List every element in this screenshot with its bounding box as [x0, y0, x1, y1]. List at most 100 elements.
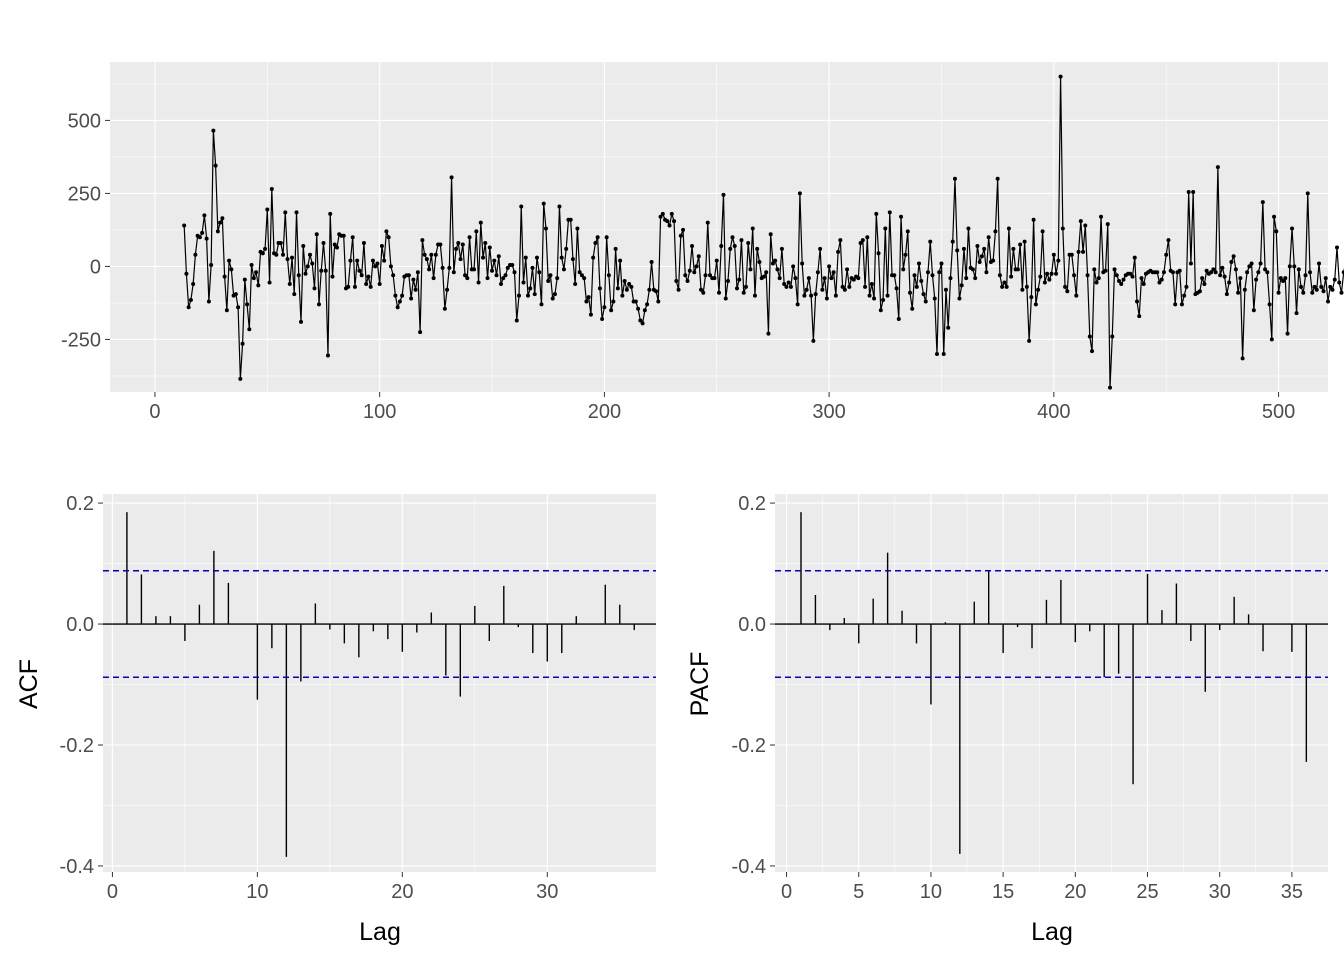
ts-data-point [658, 214, 663, 219]
ts-data-point [191, 281, 196, 286]
ts-data-point [218, 220, 223, 225]
ts-data-point [310, 261, 315, 266]
ts-data-point [375, 261, 380, 266]
ts-data-point [503, 273, 508, 278]
acf-x-axis-title: Lag [359, 918, 401, 946]
ts-panel-background [110, 62, 1328, 392]
ts-data-point [249, 262, 254, 267]
ts-data-point [321, 241, 326, 246]
ts-data-point [820, 287, 825, 292]
ts-data-point [1074, 293, 1079, 298]
ts-data-point [1049, 271, 1054, 276]
ts-data-point [539, 302, 544, 307]
ts-data-point [1301, 290, 1306, 295]
ts-data-point [211, 128, 216, 133]
ts-data-point [714, 258, 719, 263]
ts-data-point [696, 254, 701, 259]
ts-data-point [914, 284, 919, 289]
ts-data-point [242, 277, 247, 282]
ts-data-point [1018, 242, 1023, 247]
ts-data-point [573, 281, 578, 286]
ts-data-point [1040, 229, 1045, 234]
ts-data-point [361, 241, 366, 246]
ts-data-point [1285, 331, 1290, 336]
pacf-y-tick-label: -0.4 [732, 856, 766, 878]
ts-data-point [1166, 238, 1171, 243]
ts-data-point [620, 293, 625, 298]
ts-data-point [215, 229, 220, 234]
ts-data-point [793, 276, 798, 281]
ts-data-point [1251, 308, 1256, 313]
ts-data-point [1038, 274, 1043, 279]
ts-data-point [420, 238, 425, 243]
ts-data-point [373, 264, 378, 269]
ts-data-point [1341, 270, 1344, 275]
ts-data-point [1256, 270, 1261, 275]
ts-x-tick-label: 500 [1262, 401, 1295, 423]
ts-data-point [222, 274, 227, 279]
ts-data-point [447, 265, 452, 270]
ts-data-point [755, 246, 760, 251]
ts-data-point [1076, 249, 1081, 254]
ts-data-point [377, 281, 382, 286]
ts-data-point [490, 268, 495, 273]
ts-data-point [186, 305, 191, 310]
ts-data-point [997, 273, 1002, 278]
ts-data-point [238, 376, 243, 381]
ts-data-point [274, 252, 279, 257]
ts-data-point [672, 219, 677, 224]
ts-data-point [683, 273, 688, 278]
ts-data-point [564, 246, 569, 251]
ts-data-point [341, 233, 346, 238]
ts-data-point [1334, 245, 1339, 250]
ts-data-point [269, 187, 274, 192]
ts-data-point [370, 258, 375, 263]
ts-data-point [1236, 290, 1241, 295]
ts-data-point [240, 341, 245, 346]
ts-data-point [941, 352, 946, 357]
ts-data-point [1229, 260, 1234, 265]
ts-data-point [227, 258, 232, 263]
ts-data-point [1290, 226, 1295, 231]
ts-data-point [505, 265, 510, 270]
ts-data-point [1281, 279, 1286, 284]
ts-data-point [674, 279, 679, 284]
pacf-x-tick-label: 15 [992, 881, 1014, 903]
ts-data-point [645, 302, 650, 307]
ts-data-point [1020, 287, 1025, 292]
ts-data-point [1000, 284, 1005, 289]
pacf-plot-area: 0 5 10 15 20 25 30 35 -0.4 -0.2 0.0 0.2 [732, 493, 1328, 903]
ts-data-point [1191, 189, 1196, 194]
ts-data-point [424, 257, 429, 262]
ts-data-point [368, 284, 373, 289]
ts-data-point [290, 255, 295, 260]
ts-data-point [514, 318, 519, 323]
ts-data-point [314, 232, 319, 237]
ts-data-point [247, 327, 252, 332]
ts-data-point [1227, 280, 1232, 285]
ts-data-point [723, 296, 728, 301]
ts-data-point [1114, 273, 1119, 278]
ts-data-point [867, 293, 872, 298]
ts-data-point [1063, 284, 1068, 289]
pacf-y-tick-label: 0.2 [738, 493, 766, 515]
ts-data-point [966, 226, 971, 231]
ts-data-point [213, 163, 218, 168]
ts-data-point [984, 270, 989, 275]
ts-data-point [1186, 189, 1191, 194]
ts-data-point [1337, 280, 1342, 285]
ts-data-point [494, 273, 499, 278]
ts-data-point [1323, 276, 1328, 281]
ts-data-point [1182, 293, 1187, 298]
ts-data-point [809, 293, 814, 298]
ts-data-point [1249, 261, 1254, 266]
ts-data-point [1119, 281, 1124, 286]
ts-data-point [1141, 281, 1146, 286]
ts-data-point [1121, 277, 1126, 282]
ts-data-point [600, 316, 605, 321]
ts-data-point [1161, 270, 1166, 275]
ts-data-point [757, 260, 762, 265]
ts-data-point [766, 331, 771, 336]
ts-data-point [912, 273, 917, 278]
ts-data-point [510, 262, 515, 267]
